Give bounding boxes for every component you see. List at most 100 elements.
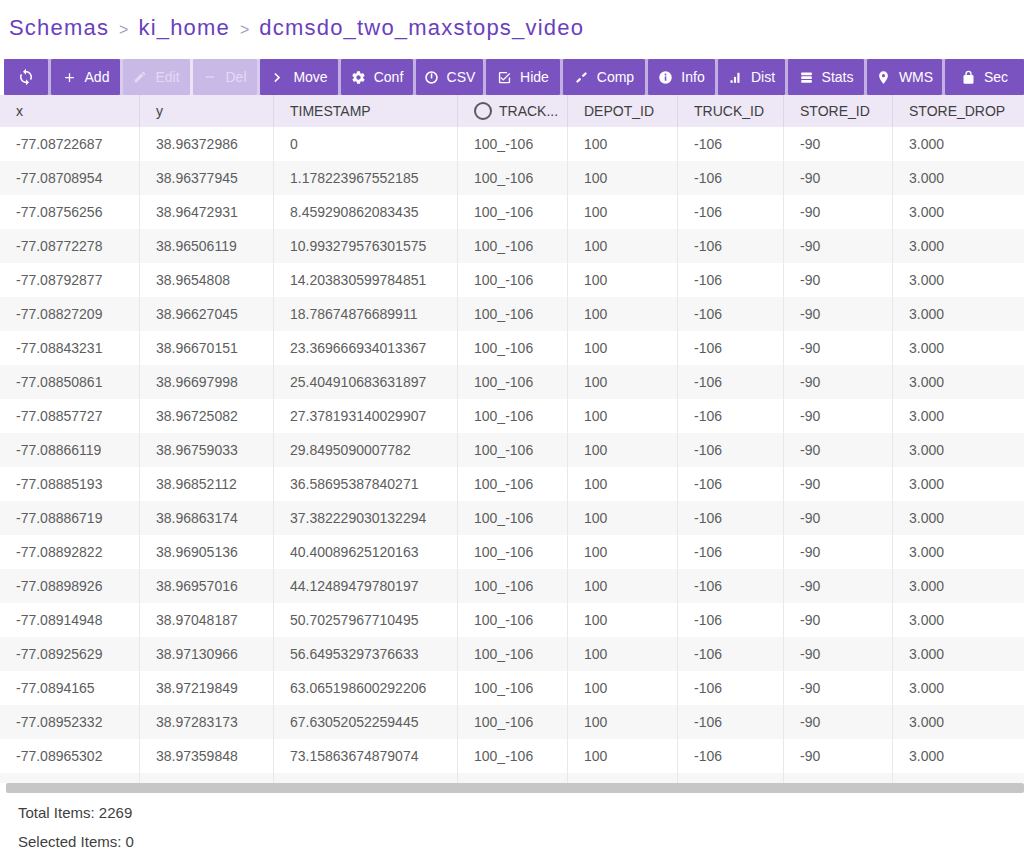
table-cell-store_drop: 3.000: [892, 161, 1024, 195]
table-cell-x: -77.08792877: [0, 263, 139, 297]
table-row[interactable]: -77.0882720938.9662704518.78674876689911…: [0, 297, 1024, 331]
toolbar-button-dist[interactable]: Dist: [718, 59, 785, 95]
table-cell-trackid: 100_-106: [457, 535, 567, 569]
table-row[interactable]: -77.0884323138.9667015123.36966693401336…: [0, 331, 1024, 365]
table-row[interactable]: -77.0879287738.965480814.203830599784851…: [0, 263, 1024, 297]
table-body: -77.0872268738.963729860100_-106100-106-…: [0, 127, 1024, 773]
table-cell-store_drop: 3.000: [892, 433, 1024, 467]
toolbar-button-conf[interactable]: Conf: [341, 59, 413, 95]
table-row[interactable]: -77.0896530238.9735984873.15863674879074…: [0, 739, 1024, 773]
table-cell-clipped: [783, 773, 892, 783]
table-cell-trackid: 100_-106: [457, 297, 567, 331]
table-cell-x: -77.08843231: [0, 331, 139, 365]
table-cell-timestamp: 27.378193140029907: [273, 399, 457, 433]
pencil-icon: [133, 70, 147, 84]
column-header-store_id[interactable]: STORE_ID: [783, 95, 892, 127]
table-row[interactable]: -77.089416538.9721984963.065198600292206…: [0, 671, 1024, 705]
table-cell-x: -77.0894165: [0, 671, 139, 705]
toolbar-button-refresh[interactable]: [4, 59, 48, 95]
toolbar-button-add[interactable]: Add: [51, 59, 120, 95]
diagonal-compress-icon: [574, 70, 589, 85]
table-cell-trackid: 100_-106: [457, 739, 567, 773]
table-cell-trackid: 100_-106: [457, 399, 567, 433]
table-row[interactable]: -77.0885772738.9672508227.37819314002990…: [0, 399, 1024, 433]
column-header-x[interactable]: x: [0, 95, 139, 127]
table-row[interactable]: -77.0888519338.9685211236.58695387840271…: [0, 467, 1024, 501]
table-row[interactable]: -77.0870895438.963779451.178223967552185…: [0, 161, 1024, 195]
table-cell-trackid: 100_-106: [457, 569, 567, 603]
horizontal-scrollbar-thumb[interactable]: [6, 783, 1024, 793]
column-header-label: STORE_DROP: [909, 103, 1005, 119]
toolbar-button-comp[interactable]: Comp: [563, 59, 645, 95]
table-cell-store_id: -90: [783, 433, 892, 467]
table-cell-clipped: [139, 773, 273, 783]
table-cell-depot_id: 100: [567, 535, 677, 569]
toolbar-button-label: Sec: [984, 69, 1008, 85]
table-cell-depot_id: 100: [567, 739, 677, 773]
toolbar-button-stats[interactable]: Stats: [788, 59, 864, 95]
table-row[interactable]: -77.0888671938.9686317437.38222903013229…: [0, 501, 1024, 535]
table-row[interactable]: -77.0886611938.9675903329.84950900077821…: [0, 433, 1024, 467]
table-cell-y: 38.96472931: [139, 195, 273, 229]
table-cell-truck_id: -106: [677, 229, 783, 263]
table-cell-y: 38.97130966: [139, 637, 273, 671]
table-row[interactable]: -77.0895233238.9728317367.63052052259445…: [0, 705, 1024, 739]
column-header-store_drop[interactable]: STORE_DROP: [892, 95, 1024, 127]
toolbar-button-move[interactable]: Move: [260, 59, 338, 95]
table-cell-store_id: -90: [783, 195, 892, 229]
toolbar-button-info[interactable]: Info: [648, 59, 715, 95]
breadcrumb-schemas[interactable]: Schemas: [9, 15, 109, 41]
table-row[interactable]: -77.0885086138.9669799825.40491068363189…: [0, 365, 1024, 399]
table-cell-store_drop: 3.000: [892, 399, 1024, 433]
table-cell-depot_id: 100: [567, 501, 677, 535]
table-row[interactable]: -77.0889892638.9695701644.12489479780197…: [0, 569, 1024, 603]
table-cell-depot_id: 100: [567, 433, 677, 467]
toolbar-button-label: Info: [681, 69, 704, 85]
table-cell-timestamp: 0: [273, 127, 457, 161]
table-cell-store_drop: 3.000: [892, 297, 1024, 331]
table-cell-store_drop: 3.000: [892, 331, 1024, 365]
table-cell-store_id: -90: [783, 161, 892, 195]
table-cell-depot_id: 100: [567, 705, 677, 739]
selected-items-text: Selected Items: 0: [18, 833, 1024, 850]
toolbar-button-edit: Edit: [123, 59, 190, 95]
table-cell-store_id: -90: [783, 263, 892, 297]
table-row[interactable]: -77.0889282238.9690513640.40089625120163…: [0, 535, 1024, 569]
table-cell-depot_id: 100: [567, 637, 677, 671]
toolbar-button-wms[interactable]: WMS: [867, 59, 942, 95]
table-cell-y: 38.97048187: [139, 603, 273, 637]
toolbar-button-hide[interactable]: Hide: [486, 59, 560, 95]
table-row[interactable]: -77.0875625638.964729318.459290862083435…: [0, 195, 1024, 229]
column-header-depot_id[interactable]: DEPOT_ID: [567, 95, 677, 127]
table-cell-trackid: 100_-106: [457, 671, 567, 705]
table-cell-store_drop: 3.000: [892, 637, 1024, 671]
refresh-icon: [17, 68, 35, 86]
toolbar-button-csv[interactable]: CSV: [416, 59, 483, 95]
table-cell-trackid: 100_-106: [457, 705, 567, 739]
column-header-trackid[interactable]: TRACK...: [457, 95, 567, 127]
table-cell-depot_id: 100: [567, 263, 677, 297]
table-row[interactable]: -77.0892562938.9713096656.64953297376633…: [0, 637, 1024, 671]
table-row[interactable]: -77.0891494838.9704818750.70257967710495…: [0, 603, 1024, 637]
toolbar-button-label: Dist: [751, 69, 775, 85]
table-cell-timestamp: 25.404910683631897: [273, 365, 457, 399]
table-cell-depot_id: 100: [567, 195, 677, 229]
table-cell-x: -77.08952332: [0, 705, 139, 739]
table-cell-store_id: -90: [783, 535, 892, 569]
breadcrumb: Schemas > ki_home > dcmsdo_two_maxstops_…: [0, 0, 1024, 41]
table-row[interactable]: -77.0877227838.9650611910.99327957630157…: [0, 229, 1024, 263]
table-cell-truck_id: -106: [677, 535, 783, 569]
column-header-timestamp[interactable]: TIMESTAMP: [273, 95, 457, 127]
table-cell-depot_id: 100: [567, 603, 677, 637]
table-cell-timestamp: 73.15863674879074: [273, 739, 457, 773]
table-cell-store_drop: 3.000: [892, 705, 1024, 739]
column-header-label: TRUCK_ID: [694, 103, 764, 119]
column-header-y[interactable]: y: [139, 95, 273, 127]
table-cell-timestamp: 1.178223967552185: [273, 161, 457, 195]
column-header-truck_id[interactable]: TRUCK_ID: [677, 95, 783, 127]
table-cell-depot_id: 100: [567, 127, 677, 161]
table-row[interactable]: -77.0872268738.963729860100_-106100-106-…: [0, 127, 1024, 161]
breadcrumb-schema-name[interactable]: ki_home: [138, 15, 230, 41]
toolbar-button-sec[interactable]: Sec: [945, 59, 1024, 95]
table-cell-trackid: 100_-106: [457, 365, 567, 399]
